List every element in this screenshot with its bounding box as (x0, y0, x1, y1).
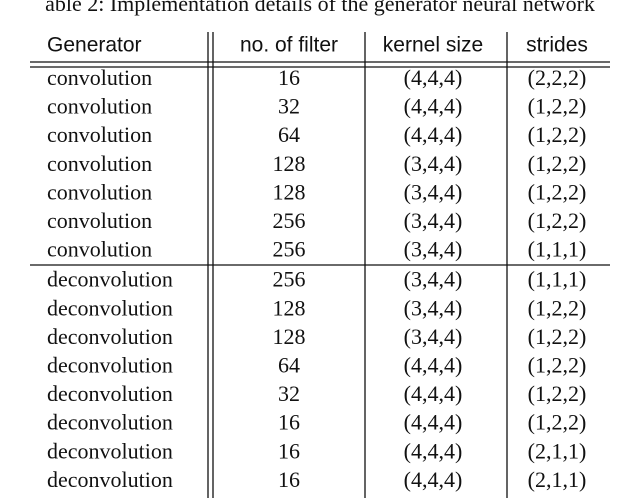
table-cell: (1,2,2) (528, 208, 587, 233)
table-cell: (1,2,2) (528, 410, 587, 435)
table-cell: (2,1,1) (528, 438, 587, 463)
table-cell: (4,4,4) (404, 353, 463, 378)
table-cell: 128 (273, 151, 306, 176)
table-cell: deconvolution (47, 381, 173, 406)
table-cell: (1,2,2) (528, 324, 587, 349)
table-cell: (1,2,2) (528, 295, 587, 320)
table-cell: 16 (278, 410, 300, 435)
table-cell: (3,4,4) (404, 324, 463, 349)
table-cell: 128 (273, 295, 306, 320)
table-cell: convolution (47, 65, 152, 90)
table-cell: 256 (273, 267, 306, 292)
table-cell: (4,4,4) (404, 65, 463, 90)
table-cell: (3,4,4) (404, 151, 463, 176)
table-cell: (1,2,2) (528, 94, 587, 119)
table-cell: deconvolution (47, 353, 173, 378)
table-cell: (1,2,2) (528, 353, 587, 378)
table-cell: (1,2,2) (528, 381, 587, 406)
table-cell: (3,4,4) (404, 237, 463, 262)
table-cell: (3,4,4) (404, 295, 463, 320)
table-cell: 256 (273, 208, 306, 233)
table-cell: (3,4,4) (404, 208, 463, 233)
table-cell: 16 (278, 467, 300, 492)
table-cell: deconvolution (47, 324, 173, 349)
table-cell: 256 (273, 237, 306, 262)
table-cell: (2,2,2) (528, 65, 587, 90)
table-cell: (2,1,1) (528, 467, 587, 492)
table-cell: 16 (278, 65, 300, 90)
table-cell: (4,4,4) (404, 438, 463, 463)
header-cell: strides (526, 34, 588, 57)
table-cell: (1,1,1) (528, 237, 587, 262)
header-cell: no. of filter (240, 34, 338, 57)
table-cell: deconvolution (47, 410, 173, 435)
table-cell: convolution (47, 179, 152, 204)
table-cell: convolution (47, 151, 152, 176)
table-cell: (4,4,4) (404, 410, 463, 435)
table-cell: convolution (47, 94, 152, 119)
table-cell: (4,4,4) (404, 467, 463, 492)
table-cell: deconvolution (47, 267, 173, 292)
table-cell: convolution (47, 237, 152, 262)
table-cell: 64 (278, 122, 300, 147)
table-cell: (1,2,2) (528, 151, 587, 176)
table-cell: 64 (278, 353, 300, 378)
table-cell: deconvolution (47, 438, 173, 463)
header-cell: kernel size (383, 34, 483, 57)
table-caption: able 2: Implementation details of the ge… (45, 0, 595, 16)
table-cell: convolution (47, 208, 152, 233)
table-cell: 128 (273, 179, 306, 204)
table-cell: deconvolution (47, 467, 173, 492)
table-cell: deconvolution (47, 295, 173, 320)
table-cell: 32 (278, 94, 300, 119)
table-cell: (4,4,4) (404, 381, 463, 406)
table-cell: (1,2,2) (528, 179, 587, 204)
table-cell: (1,1,1) (528, 267, 587, 292)
table-cell: (1,2,2) (528, 122, 587, 147)
table-cell: (4,4,4) (404, 94, 463, 119)
table-cell: 16 (278, 438, 300, 463)
table-cell: (3,4,4) (404, 179, 463, 204)
table-cell: (3,4,4) (404, 267, 463, 292)
table-cell: convolution (47, 122, 152, 147)
table-cell: 32 (278, 381, 300, 406)
table-cell: (4,4,4) (404, 122, 463, 147)
header-cell: Generator (47, 34, 142, 57)
table-cell: 128 (273, 324, 306, 349)
